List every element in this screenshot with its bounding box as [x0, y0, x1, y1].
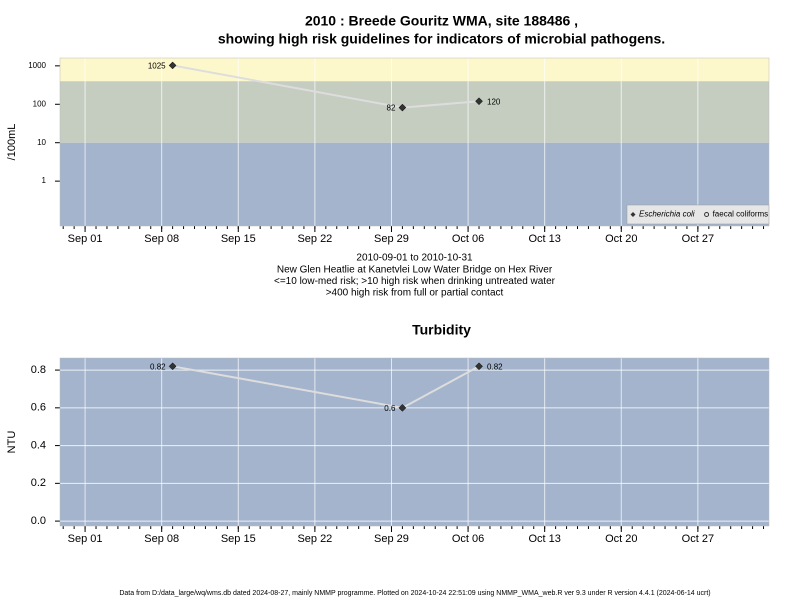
data-label: 0.82 — [487, 362, 503, 371]
data-label: 0.82 — [150, 362, 166, 371]
footer: Data from D:/data_large/wq/wms.db dated … — [119, 590, 710, 597]
note: 2010-09-01 to 2010-10-31 — [356, 253, 473, 264]
data-point — [398, 103, 407, 112]
x-tick-label: Sep 08 — [144, 533, 179, 545]
x-tick-label: Oct 06 — [452, 533, 484, 545]
plot-background — [60, 358, 769, 526]
x-tick-label: Sep 01 — [68, 533, 103, 545]
x-tick-label: Sep 29 — [374, 533, 409, 545]
data-label: 0.6 — [384, 404, 396, 413]
y-tick-label: 0.2 — [31, 477, 46, 489]
plot-frame — [59, 357, 770, 527]
x-tick-label: Oct 27 — [682, 533, 714, 545]
y-axis-label: /100mL — [6, 124, 18, 161]
data-label: 120 — [487, 97, 501, 106]
x-tick-label: Oct 20 — [605, 233, 637, 245]
note: >400 high risk from full or partial cont… — [326, 288, 504, 299]
x-tick-label: Sep 15 — [221, 233, 256, 245]
x-tick-label: Sep 29 — [374, 233, 409, 245]
x-tick-label: Sep 15 — [221, 533, 256, 545]
legend-label: faecal coliforms — [713, 210, 769, 219]
note: <=10 low-med risk; >10 high risk when dr… — [274, 276, 556, 287]
x-tick-label: Oct 27 — [682, 233, 714, 245]
risk-band — [60, 58, 769, 82]
note: New Glen Heatlie at Kanetvlei Low Water … — [277, 264, 553, 275]
y-tick-label: 0.4 — [31, 439, 46, 451]
y-tick-label: 0.6 — [31, 402, 46, 414]
y-axis-label: NTU — [6, 431, 18, 454]
x-tick-label: Sep 22 — [297, 233, 332, 245]
data-point — [475, 97, 483, 106]
data-point — [398, 403, 407, 412]
data-label: 1025 — [148, 62, 166, 71]
x-tick-label: Oct 06 — [452, 233, 484, 245]
data-point — [475, 362, 483, 371]
data-label: 82 — [387, 104, 396, 113]
y-tick-label: 1000 — [28, 61, 46, 70]
data-point — [168, 362, 177, 371]
y-tick-label: 10 — [37, 138, 46, 147]
legend-label: Escherichia coli — [639, 210, 695, 219]
x-tick-label: Sep 22 — [297, 533, 332, 545]
plot-frame — [59, 57, 770, 227]
y-tick-label: 1 — [42, 176, 47, 185]
x-tick-label: Sep 01 — [68, 233, 103, 245]
chart-title: Turbidity — [412, 322, 471, 338]
y-tick-label: 0.0 — [31, 515, 46, 527]
x-tick-label: Sep 08 — [144, 233, 179, 245]
chart-title: 2010 : Breede Gouritz WMA, site 188486 , — [305, 13, 578, 29]
chart-title: showing high risk guidelines for indicat… — [218, 31, 665, 47]
x-tick-label: Oct 20 — [605, 533, 637, 545]
x-tick-label: Oct 13 — [528, 233, 560, 245]
y-tick-label: 100 — [33, 99, 47, 108]
risk-band — [60, 81, 769, 143]
legend-marker — [704, 212, 710, 217]
y-tick-label: 0.8 — [31, 364, 46, 376]
legend-marker — [630, 212, 636, 217]
x-tick-label: Oct 13 — [528, 533, 560, 545]
data-point — [168, 61, 177, 70]
